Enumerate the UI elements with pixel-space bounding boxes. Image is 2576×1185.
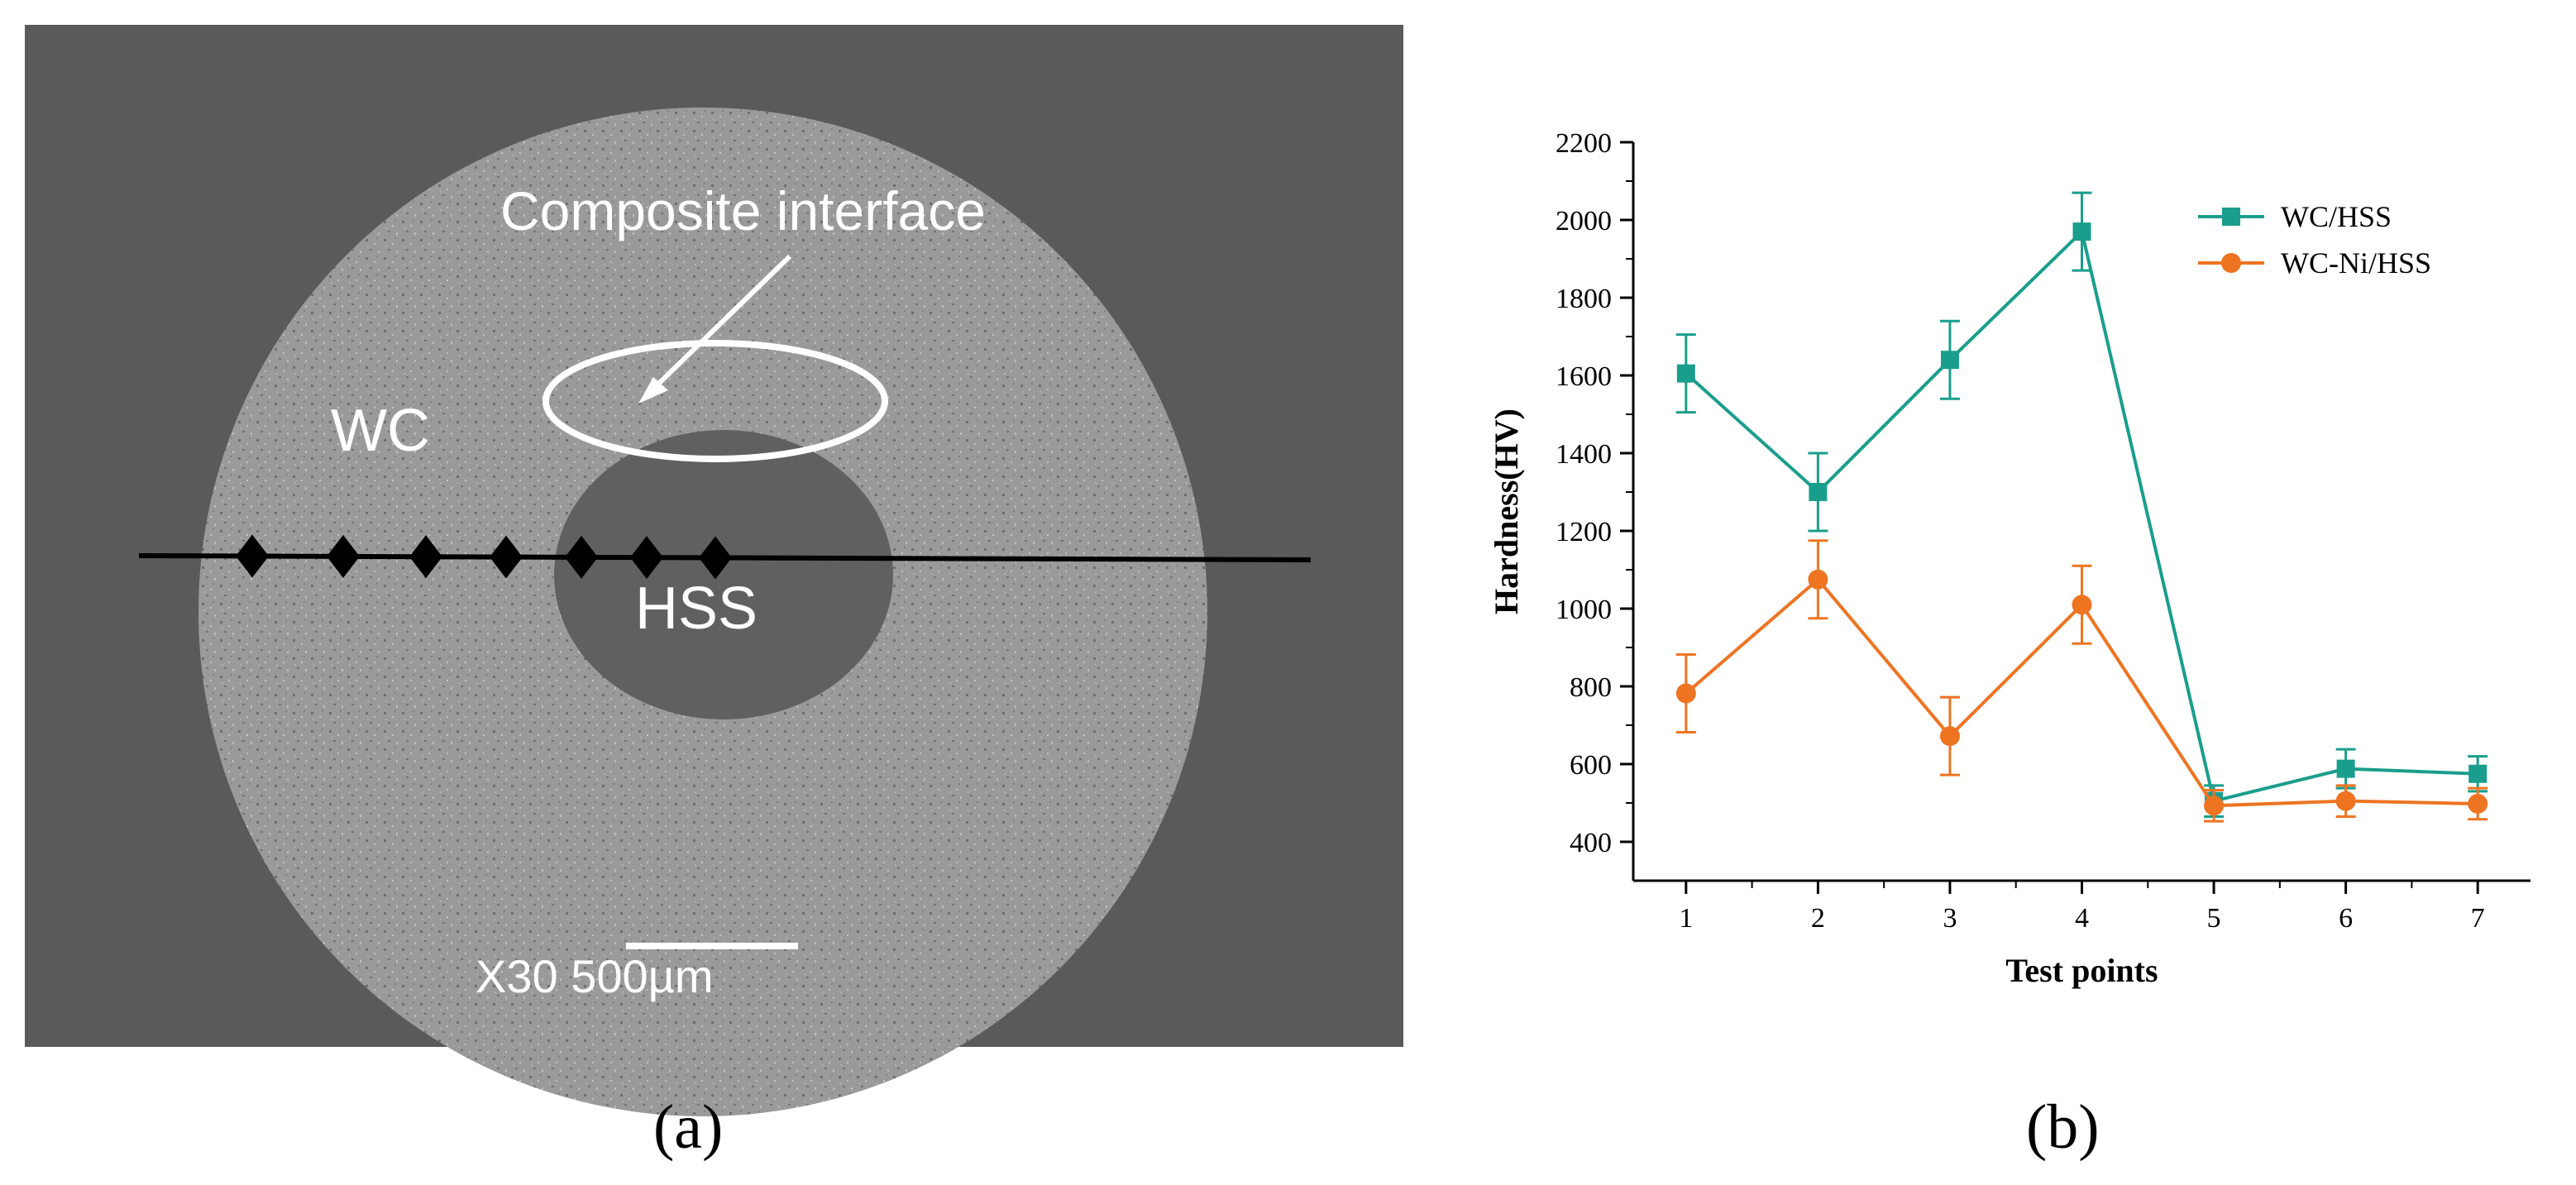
- series-line: [1685, 228, 2478, 804]
- y-tick-label: 1000: [1556, 595, 1612, 625]
- x-axis-title: Test points: [2005, 952, 2158, 989]
- data-point: [2468, 793, 2488, 814]
- series-2: [1675, 539, 2488, 823]
- diamond-icon: [565, 535, 598, 579]
- data-point: [2072, 222, 2091, 241]
- interface-label: Composite interface: [500, 180, 986, 241]
- data-point: [1675, 683, 1696, 704]
- x-tick-label: 6: [2339, 903, 2353, 934]
- data-point: [1808, 569, 1828, 590]
- x-tick-label: 3: [1943, 903, 1957, 934]
- y-tick-label: 1400: [1556, 439, 1612, 470]
- y-tick-label: 1600: [1556, 361, 1612, 392]
- diamond-icon: [630, 536, 663, 580]
- data-point: [1676, 364, 1695, 383]
- hss-core: [554, 430, 893, 719]
- x-tick-label: 5: [2207, 903, 2221, 934]
- y-tick-label: 400: [1570, 828, 1612, 858]
- y-tick-label: 800: [1570, 672, 1612, 703]
- diamond-icon: [409, 535, 442, 579]
- series-1: [1675, 191, 2488, 818]
- x-tick-label: 2: [1811, 903, 1825, 934]
- interface-arrowhead-icon: [638, 377, 668, 404]
- data-point: [2204, 796, 2225, 816]
- interface-arrow-shaft: [647, 254, 792, 395]
- hss-label: HSS: [635, 576, 758, 642]
- data-point: [2072, 595, 2092, 615]
- data-point: [1940, 351, 1959, 370]
- micrograph-panel: Composite interface WC HSS X30 500µm: [25, 25, 1403, 1116]
- legend: WC/HSS WC-Ni/HSS: [2198, 200, 2431, 280]
- x-tick-label: 1: [1679, 903, 1693, 934]
- legend-label: WC-Ni/HSS: [2281, 246, 2431, 280]
- y-tick-label: 2000: [1556, 206, 1612, 237]
- scale-bar-label: X30 500µm: [476, 950, 714, 1002]
- x-tick-label: 4: [2075, 903, 2089, 934]
- data-point: [2336, 759, 2355, 778]
- y-tick-label: 1800: [1556, 284, 1612, 314]
- test-point-markers: [236, 534, 732, 580]
- data-point: [2468, 764, 2488, 783]
- interface-ellipse: [542, 340, 888, 462]
- diamond-icon: [490, 535, 523, 579]
- wc-label: WC: [331, 398, 430, 464]
- hardness-chart: 400 600 800 1000 1200 1400 1600 1800 2000 2200 1 2 3…: [1488, 128, 2531, 989]
- legend-marker: [2222, 208, 2240, 226]
- y-axis-title: Hardness(HV): [1488, 409, 1525, 614]
- diamond-icon: [327, 534, 360, 578]
- diamond-icon: [236, 534, 269, 578]
- legend-label: WC/HSS: [2281, 200, 2392, 233]
- panel-b-caption: (b): [2026, 1092, 2100, 1162]
- y-tick-label: 600: [1570, 750, 1612, 781]
- y-tick-label: 1200: [1556, 517, 1612, 547]
- y-tick-label: 2200: [1556, 128, 1612, 159]
- data-point: [1809, 483, 1828, 501]
- data-point: [2335, 791, 2356, 811]
- diamond-icon: [699, 536, 732, 580]
- legend-marker: [2221, 253, 2241, 273]
- data-point: [1939, 726, 1960, 747]
- panel-a-caption: (a): [653, 1092, 723, 1162]
- x-tick-label: 7: [2471, 903, 2485, 934]
